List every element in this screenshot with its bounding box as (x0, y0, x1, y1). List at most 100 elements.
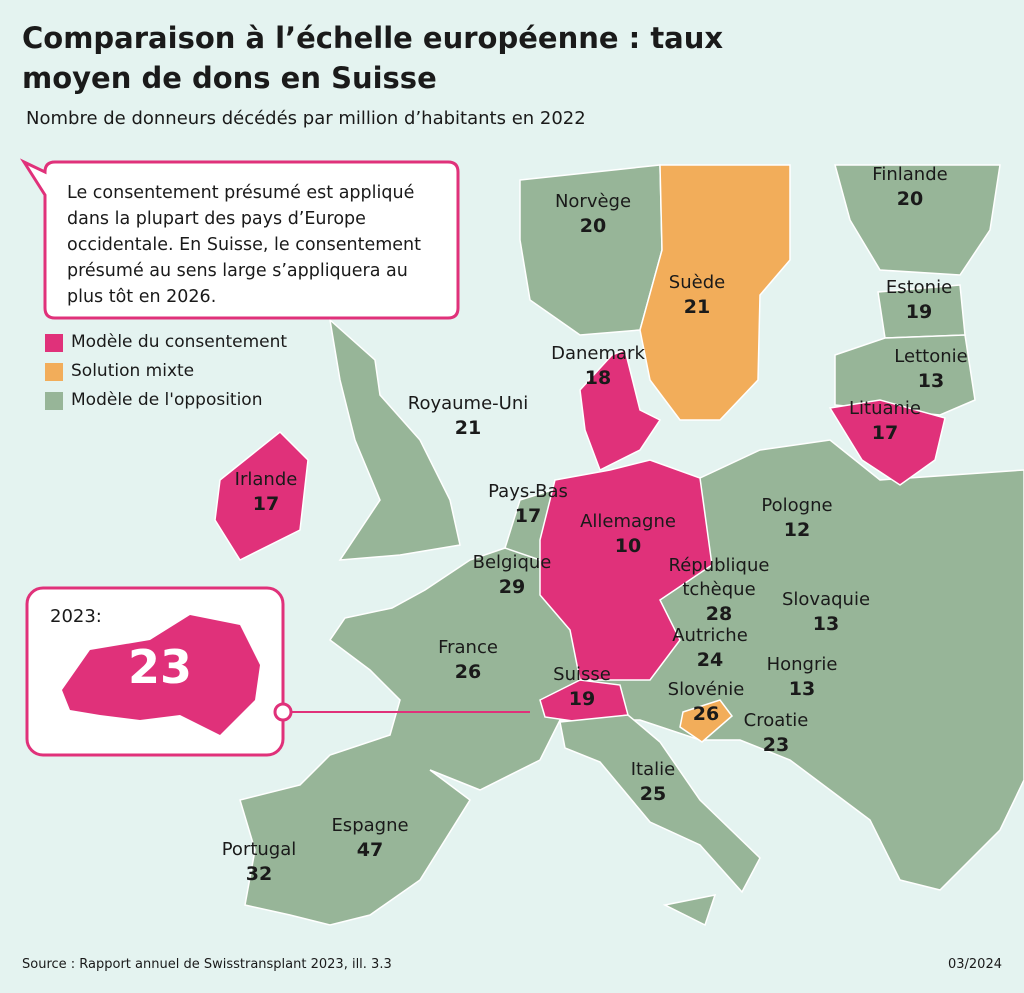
country-name: Royaume-Uni (407, 393, 529, 414)
country-shape (214, 430, 309, 561)
country-shape (834, 164, 1001, 276)
inset-value: 23 (127, 640, 192, 694)
country-shape (679, 699, 734, 743)
country-label: Slovénie 26 (631, 678, 781, 726)
country-shape (328, 318, 461, 561)
legend-label: Solution mixte (71, 361, 195, 381)
country-value: 21 (454, 417, 482, 439)
country-label: Lituanie 17 (810, 397, 960, 445)
country-name: Portugal (221, 839, 297, 860)
subtitle: Nombre de donneurs décédés par million d… (26, 108, 586, 129)
country-name: Danemark (551, 343, 645, 364)
country-value: 29 (498, 576, 526, 598)
country-shape (828, 399, 946, 486)
italy (559, 714, 761, 894)
country-shape (579, 348, 662, 472)
country-label: Italie 25 (578, 758, 728, 806)
legend-label: Modèle du consentement (71, 332, 288, 352)
country-value: 28 (705, 603, 733, 625)
mainland (239, 439, 1024, 926)
country-name: Pologne (761, 495, 833, 516)
country-label: Suisse 19 (507, 663, 657, 711)
country-label: Slovaquie 13 (751, 588, 901, 636)
country-name: Slovénie (667, 679, 745, 700)
country-value: 10 (614, 535, 642, 557)
country-name: Suède (668, 272, 726, 293)
country-value: 12 (783, 519, 811, 541)
country-label: République tchèque 28 (659, 554, 779, 626)
country-label: France 26 (393, 636, 543, 684)
country-value: 19 (568, 688, 596, 710)
country-value: 13 (917, 370, 945, 392)
country-name: Finlande (872, 164, 948, 185)
country-value: 19 (905, 301, 933, 323)
country-label: Estonie 19 (844, 276, 994, 324)
country-name: Estonie (885, 277, 953, 298)
country-name: Suisse (553, 664, 611, 685)
callout-text: Le consentement présumé est appliqué dan… (67, 183, 421, 307)
country-value: 24 (696, 649, 724, 671)
country-label: Norvège 20 (518, 190, 668, 238)
country-label: Royaume-Uni 21 (393, 392, 543, 440)
country-name: France (438, 637, 498, 658)
country-value: 17 (871, 422, 899, 444)
country-name: Lettonie (894, 346, 968, 367)
country-label: Danemark 18 (523, 342, 673, 390)
country-value: 26 (692, 703, 720, 725)
country-value: 26 (454, 661, 482, 683)
country-value: 20 (896, 188, 924, 210)
country-label: Irlande 17 (191, 468, 341, 516)
country-value: 20 (579, 215, 607, 237)
country-value: 23 (762, 734, 790, 756)
country-value: 25 (639, 783, 667, 805)
country-value: 17 (252, 493, 280, 515)
legend-swatch (45, 334, 63, 352)
country-value: 21 (683, 296, 711, 318)
country-value: 32 (245, 863, 273, 885)
country-label: Pologne 12 (722, 494, 872, 542)
country-value: 18 (584, 367, 612, 389)
country-label: Suède 21 (622, 271, 772, 319)
country-shape (639, 164, 791, 421)
country-name: Espagne (331, 815, 409, 836)
legend-label: Modèle de l'opposition (71, 390, 263, 410)
country-name: Hongrie (766, 654, 838, 675)
legend-swatch (45, 363, 63, 381)
country-name: République tchèque (668, 555, 770, 600)
callout-box (19, 158, 460, 320)
inset-label: 2023: (50, 606, 102, 627)
country-label: Lettonie 13 (856, 345, 1006, 393)
country-label: Belgique 29 (437, 551, 587, 599)
source: Source : Rapport annuel de Swisstranspla… (22, 957, 392, 972)
country-label: Finlande 20 (835, 163, 985, 211)
country-name: Pays-Bas (488, 481, 568, 502)
country-name: Croatie (743, 710, 809, 731)
country-name: Norvège (554, 191, 632, 212)
country-name: Allemagne (580, 511, 676, 532)
country-name: Irlande (234, 469, 298, 490)
country-name: Italie (630, 759, 676, 780)
country-label: Allemagne 10 (553, 510, 703, 558)
date: 03/2024 (947, 957, 1002, 972)
country-shape (539, 459, 713, 681)
title: Comparaison à l’échelle européenne : tau… (22, 21, 724, 95)
country-name: Lituanie (848, 398, 921, 419)
country-label: Croatie 23 (701, 709, 851, 757)
inset-shape (62, 615, 260, 735)
country-name: Belgique (472, 552, 552, 573)
country-label: Pays-Bas 17 (453, 480, 603, 528)
country-name: Autriche (672, 625, 748, 646)
legend-swatch (45, 392, 63, 410)
country-label: Espagne 47 (295, 814, 445, 862)
country-label: Hongrie 13 (727, 653, 877, 701)
country-value: 17 (514, 505, 542, 527)
land (214, 164, 1024, 927)
connector-dot (273, 702, 293, 722)
sicily (662, 894, 717, 927)
country-label: Autriche 24 (635, 624, 785, 672)
country-shape (834, 334, 976, 416)
country-name: Slovaquie (781, 589, 871, 610)
country-label: Portugal 32 (184, 838, 334, 886)
